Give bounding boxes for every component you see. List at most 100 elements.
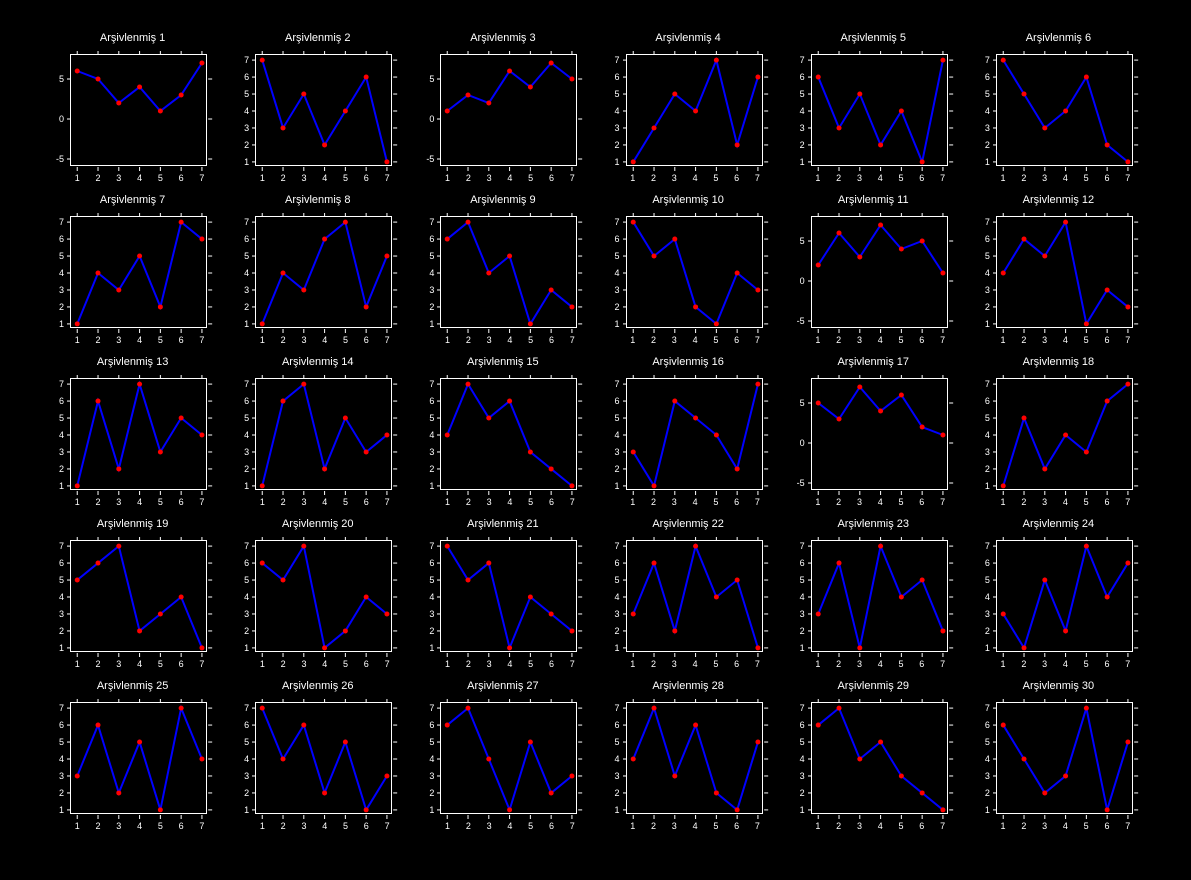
data-marker	[1001, 58, 1006, 63]
y-tick-label: 3	[429, 771, 434, 781]
y-tick-label: 2	[985, 464, 990, 474]
x-tick-label: 7	[385, 497, 390, 507]
x-tick-label: 2	[281, 497, 286, 507]
subplot-26: Arşivlenmiş 2612345671234567	[225, 678, 410, 840]
y-tick-label: 7	[59, 379, 64, 389]
x-tick-label: 1	[1001, 335, 1006, 345]
subplot-title: Arşivlenmiş 22	[596, 518, 781, 530]
data-marker	[919, 578, 924, 583]
data-marker	[878, 223, 883, 228]
plot-area: 12345671234567	[255, 540, 392, 652]
x-tick-label: 6	[549, 497, 554, 507]
x-tick-label: 6	[919, 821, 924, 831]
x-tick-label: 5	[1084, 659, 1089, 669]
data-marker	[1104, 287, 1109, 292]
x-tick-label: 5	[528, 659, 533, 669]
data-marker	[857, 385, 862, 390]
x-tick-label: 3	[301, 497, 306, 507]
y-tick-label: 2	[800, 140, 805, 150]
line-chart	[812, 541, 949, 653]
data-marker	[322, 645, 327, 650]
data-marker	[693, 723, 698, 728]
y-tick-label: 2	[614, 140, 619, 150]
data-marker	[549, 611, 554, 616]
y-tick-label: 7	[429, 379, 434, 389]
x-tick-label: 5	[899, 497, 904, 507]
data-marker	[1084, 706, 1089, 711]
x-tick-label: 3	[487, 335, 492, 345]
x-tick-label: 5	[158, 659, 163, 669]
x-tick-label: 3	[857, 821, 862, 831]
y-tick-label: 4	[614, 268, 619, 278]
y-tick-label: 5	[985, 413, 990, 423]
data-marker	[755, 75, 760, 80]
x-tick-label: 6	[734, 173, 739, 183]
x-tick-label: 6	[179, 497, 184, 507]
subplot-9: Arşivlenmiş 912345671234567	[410, 192, 595, 354]
x-tick-label: 4	[693, 497, 698, 507]
x-tick-label: 5	[158, 173, 163, 183]
line-chart	[627, 541, 764, 653]
plot-area: 12345671234567	[70, 378, 207, 490]
x-tick-label: 6	[734, 497, 739, 507]
data-marker	[445, 723, 450, 728]
x-tick-label: 2	[96, 173, 101, 183]
y-tick-label: 7	[985, 541, 990, 551]
y-tick-label: 4	[614, 592, 619, 602]
y-tick-label: 6	[614, 72, 619, 82]
subplot-22: Arşivlenmiş 2212345671234567	[596, 516, 781, 678]
x-tick-label: 7	[755, 497, 760, 507]
x-tick-label: 2	[651, 173, 656, 183]
data-marker	[364, 449, 369, 454]
x-tick-label: 2	[836, 335, 841, 345]
data-line	[448, 708, 573, 810]
x-tick-label: 4	[322, 335, 327, 345]
data-marker	[630, 220, 635, 225]
subplot-title: Arşivlenmiş 28	[596, 680, 781, 692]
x-tick-label: 7	[1125, 335, 1130, 345]
y-tick-label: 5	[614, 413, 619, 423]
x-tick-label: 2	[1021, 821, 1026, 831]
x-tick-label: 2	[466, 821, 471, 831]
data-marker	[1021, 416, 1026, 421]
data-marker	[179, 416, 184, 421]
x-tick-label: 6	[549, 659, 554, 669]
y-tick-label: 2	[429, 626, 434, 636]
y-tick-label: 7	[985, 379, 990, 389]
data-marker	[116, 101, 121, 106]
data-marker	[507, 645, 512, 650]
x-tick-label: 1	[75, 821, 80, 831]
data-marker	[651, 254, 656, 259]
x-tick-label: 6	[734, 821, 739, 831]
y-tick-label: 3	[244, 447, 249, 457]
x-tick-label: 1	[445, 335, 450, 345]
data-marker	[116, 544, 121, 549]
y-tick-label: 4	[985, 430, 990, 440]
data-marker	[549, 466, 554, 471]
x-tick-label: 5	[713, 335, 718, 345]
data-marker	[1063, 628, 1068, 633]
plot-area: 1234567-505	[70, 54, 207, 166]
data-line	[1003, 222, 1128, 324]
data-marker	[815, 263, 820, 268]
data-marker	[1104, 595, 1109, 600]
y-tick-label: 4	[59, 430, 64, 440]
y-tick-label: 5	[244, 251, 249, 261]
x-tick-label: 3	[487, 173, 492, 183]
y-tick-label: 5	[985, 251, 990, 261]
data-marker	[878, 740, 883, 745]
data-marker	[651, 561, 656, 566]
x-tick-label: 4	[507, 821, 512, 831]
y-tick-label: 5	[614, 251, 619, 261]
x-tick-label: 3	[487, 659, 492, 669]
x-tick-label: 2	[96, 821, 101, 831]
x-tick-label: 4	[878, 821, 883, 831]
x-tick-label: 7	[570, 659, 575, 669]
x-tick-label: 5	[528, 173, 533, 183]
line-chart	[256, 541, 393, 653]
subplot-12: Arşivlenmiş 1212345671234567	[966, 192, 1151, 354]
data-marker	[570, 628, 575, 633]
line-chart	[997, 217, 1134, 329]
y-tick-label: 7	[429, 217, 434, 227]
data-marker	[549, 287, 554, 292]
